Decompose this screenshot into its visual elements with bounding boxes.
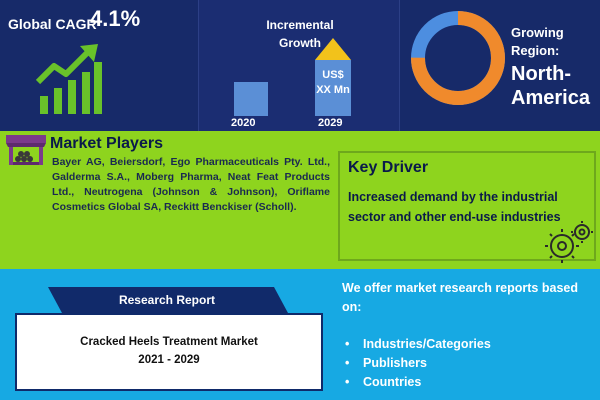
report-title-box: Cracked Heels Treatment Market 2021 - 20… xyxy=(15,313,323,391)
offer-item-label: Publishers xyxy=(363,356,427,370)
green-band: Market Players Bayer AG, Beiersdorf, Ego… xyxy=(0,131,600,269)
players-title: Market Players xyxy=(50,135,163,152)
donut-share-arc xyxy=(411,11,505,105)
up-arrow-icon xyxy=(315,38,351,60)
cagr-value: 4.1% xyxy=(90,6,141,31)
offer-item-label: Countries xyxy=(363,375,422,389)
offer-intro: We offer market research reports based o… xyxy=(342,281,578,314)
incremental-title-line2: Growth xyxy=(279,36,321,50)
research-report-banner xyxy=(48,287,288,313)
incremental-title: Incremental Growth xyxy=(199,16,401,52)
year-end: 2029 xyxy=(318,117,343,129)
report-title: Cracked Heels Treatment Market 2021 - 20… xyxy=(17,333,321,369)
region-value-line2: America xyxy=(511,87,590,109)
gears-icon xyxy=(545,221,593,263)
offer-list: • Industries/Categories • Publishers • Coun… xyxy=(345,335,491,392)
donut-chart xyxy=(411,11,505,105)
region-label-line1: Growing xyxy=(511,25,564,40)
bullet-icon: • xyxy=(345,356,350,370)
cagr-panel: Global CAGR 4.1% xyxy=(0,0,198,131)
market-stall-icon xyxy=(6,135,46,165)
growth-chart-icon xyxy=(36,44,102,114)
report-title-line1: Cracked Heels Treatment Market xyxy=(80,336,258,348)
top-band: Global CAGR 4.1% Incremental Growth US$ … xyxy=(0,0,600,131)
year-start: 2020 xyxy=(231,117,256,129)
driver-title: Key Driver xyxy=(348,159,429,176)
growing-region-panel: Growing Region: North- America xyxy=(400,0,600,131)
region-label: Growing Region: xyxy=(511,24,564,60)
region-value-line1: North- xyxy=(511,63,571,85)
incremental-title-line1: Incremental xyxy=(266,18,334,32)
bullet-icon: • xyxy=(345,375,350,389)
blue-band: Research Report Cracked Heels Treatment … xyxy=(0,269,600,400)
offer-item: • Countries xyxy=(345,373,491,392)
incremental-value-line2: XX Mn xyxy=(316,84,350,96)
region-label-line2: Region: xyxy=(511,43,560,58)
bar-2020 xyxy=(234,82,268,116)
research-report-label: Research Report xyxy=(118,293,216,307)
offer-item: • Publishers xyxy=(345,354,491,373)
key-driver-box: Key Driver Increased demand by the indus… xyxy=(338,151,596,261)
bullet-icon: • xyxy=(345,337,350,351)
driver-text: Increased demand by the industrial secto… xyxy=(348,190,561,224)
incremental-value-line1: US$ xyxy=(322,69,344,81)
report-title-line2: 2021 - 2029 xyxy=(138,354,200,366)
cagr-label: Global CAGR xyxy=(8,16,97,32)
players-list: Bayer AG, Beiersdorf, Ego Pharmaceutical… xyxy=(52,156,330,213)
offer-item-label: Industries/Categories xyxy=(363,337,491,351)
incremental-growth-panel: Incremental Growth US$ XX Mn 2020 2029 xyxy=(198,0,400,131)
incremental-value: US$ XX Mn xyxy=(303,68,363,98)
region-value: North- America xyxy=(511,62,590,110)
bar-2029 xyxy=(315,60,351,116)
offer-item: • Industries/Categories xyxy=(345,335,491,354)
